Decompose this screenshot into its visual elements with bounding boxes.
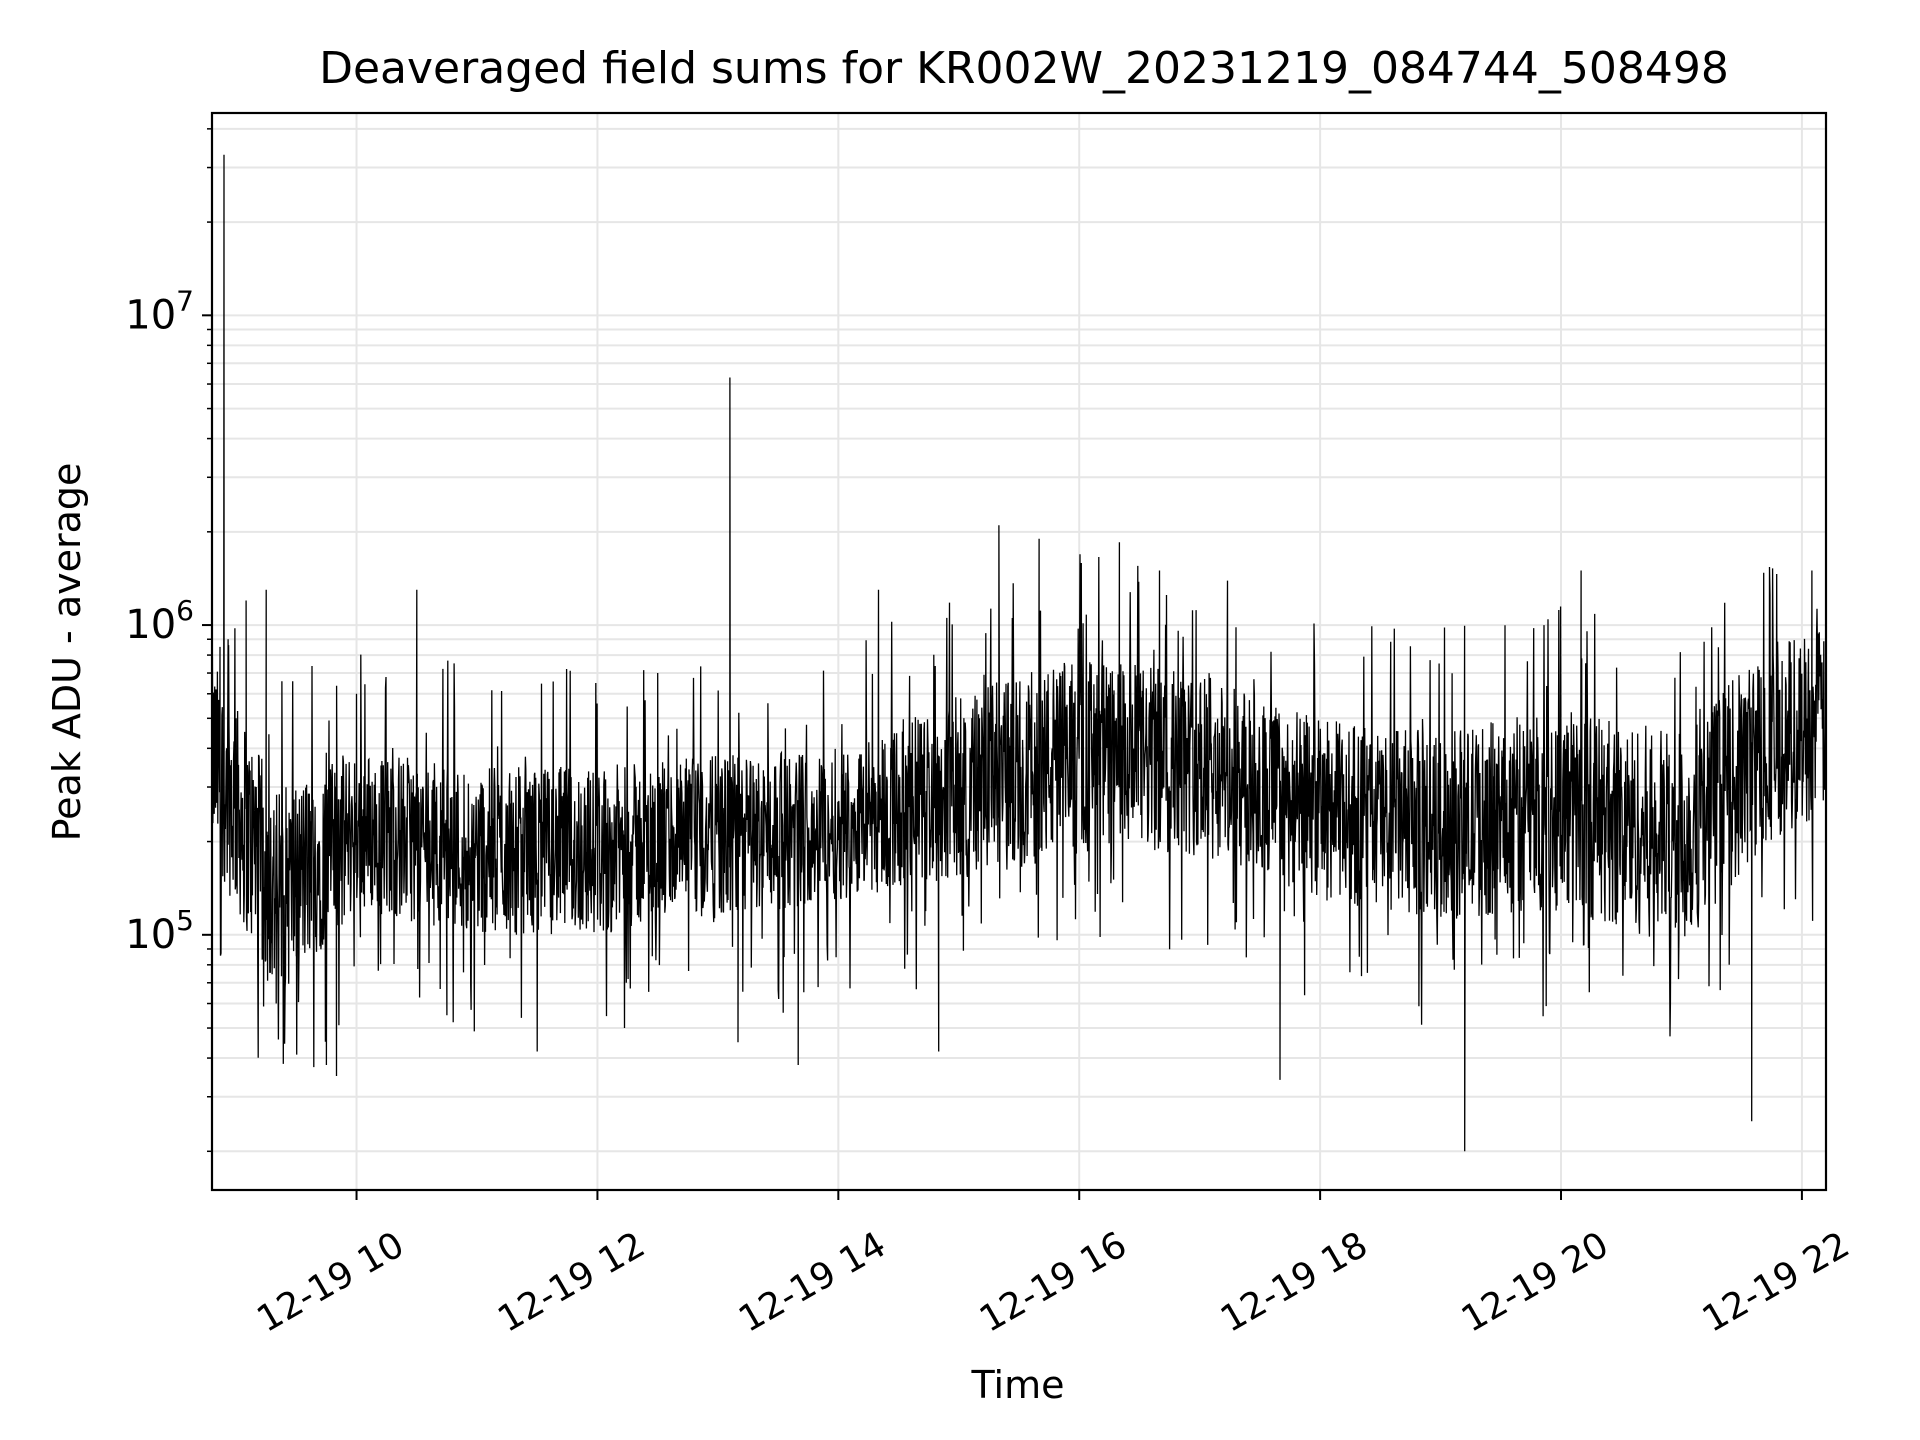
y-tick-label: 107 [125,284,194,338]
y-tick-exponent: 5 [176,904,194,937]
plot-frame [210,111,1828,1192]
y-axis-label: Peak ADU - average [45,463,89,842]
y-tick-base: 10 [125,912,176,958]
y-tick-label: 105 [125,904,194,958]
chart-title: Deaveraged field sums for KR002W_2023121… [319,43,1729,94]
y-tick-exponent: 6 [176,594,194,627]
x-axis-label: Time [971,1363,1065,1407]
y-tick-label: 106 [125,594,194,648]
series-layer [211,154,1827,1152]
y-tick-base: 10 [125,292,176,338]
y-tick-exponent: 7 [176,284,194,317]
y-tick-base: 10 [125,602,176,648]
series-line [211,154,1827,1152]
